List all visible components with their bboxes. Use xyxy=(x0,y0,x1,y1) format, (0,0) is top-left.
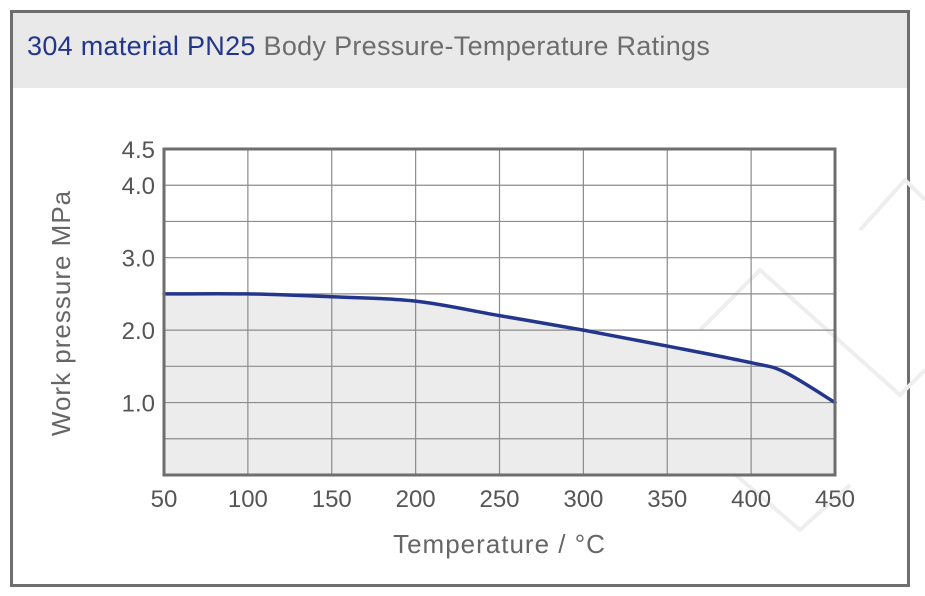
plot-border xyxy=(162,147,837,477)
rating-series-line xyxy=(162,291,837,405)
y-tick-label: 4.0 xyxy=(122,173,155,200)
x-tick-label: 400 xyxy=(731,486,771,513)
y-tick-label: 2.0 xyxy=(122,318,155,345)
title-accent: 304 material PN25 xyxy=(27,31,256,61)
x-tick-label: 350 xyxy=(647,486,687,513)
x-tick-label: 200 xyxy=(396,486,436,513)
y-tick-label: 1.0 xyxy=(122,391,155,418)
x-tick-label: 250 xyxy=(479,486,519,513)
chart-title: 304 material PN25 Body Pressure-Temperat… xyxy=(27,31,710,62)
title-rest: Body Pressure-Temperature Ratings xyxy=(255,31,711,61)
x-tick-label: 100 xyxy=(228,486,268,513)
y-tick-label: 3.0 xyxy=(122,246,155,273)
title-band: 304 material PN25 Body Pressure-Temperat… xyxy=(13,13,907,88)
x-tick-label: 300 xyxy=(563,486,603,513)
x-tick-label: 50 xyxy=(151,486,178,513)
x-axis-title: Temperature / °C xyxy=(393,529,606,559)
x-tick-label: 450 xyxy=(815,486,855,513)
y-axis-title: Work pressure MPa xyxy=(46,190,76,436)
x-tick-label: 150 xyxy=(312,486,352,513)
chart-panel: 304 material PN25 Body Pressure-Temperat… xyxy=(10,10,910,587)
y-tick-label: 4.5 xyxy=(122,137,155,164)
